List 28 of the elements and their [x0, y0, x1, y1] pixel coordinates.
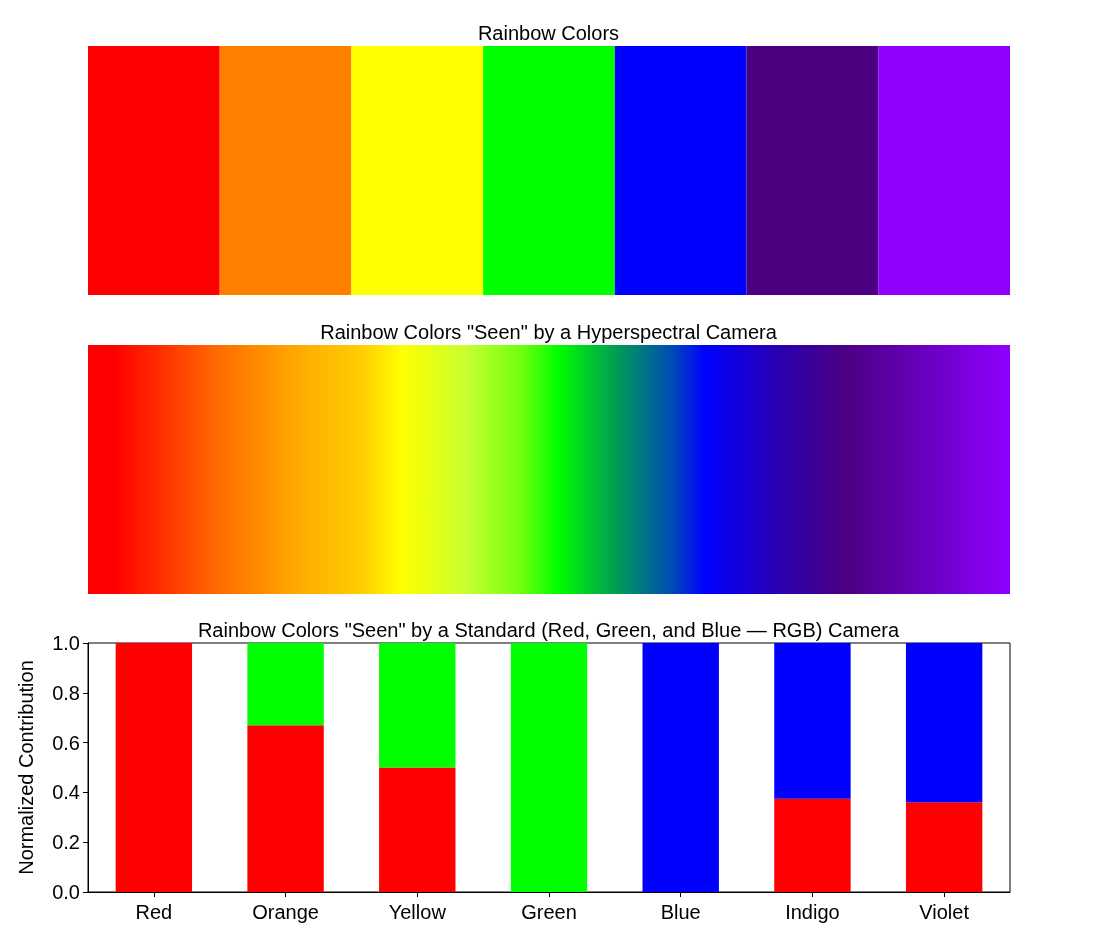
bar [247, 643, 324, 726]
bar [774, 643, 851, 799]
bar [379, 643, 456, 768]
chart-title: Rainbow Colors "Seen" by a Standard (Red, Green, and Blue — RGB) Camera [197, 619, 900, 641]
x-tick-label: Orange [252, 901, 319, 923]
bar [774, 798, 851, 892]
y-axis-title: Normalized Contribution [15, 660, 37, 875]
bar [247, 725, 324, 892]
x-tick-label: Indigo [785, 901, 840, 923]
x-tick-label: Yellow [388, 901, 447, 923]
y-tick-label: 0.6 [52, 731, 80, 754]
y-tick-label: 1.0 [52, 632, 80, 654]
bar [379, 767, 456, 892]
x-tick-label: Blue [660, 901, 701, 923]
bar [905, 802, 983, 892]
bar [510, 643, 588, 892]
y-tick-label: 0.8 [52, 681, 80, 704]
chart-title: Rainbow Colors [477, 22, 620, 44]
y-tick-label: 0.2 [52, 831, 80, 854]
x-tick-label: Green [521, 901, 577, 923]
bar [115, 643, 193, 892]
bar [905, 643, 983, 803]
x-tick-label: Red [135, 901, 173, 923]
text: Rainbow Colors "Seen" by a Hyperspectral Camera [320, 321, 778, 343]
bar [642, 643, 719, 892]
y-tick-label: 0.0 [52, 881, 80, 903]
x-tick-label: Violet [919, 901, 970, 923]
y-tick-label: 0.4 [52, 781, 80, 804]
